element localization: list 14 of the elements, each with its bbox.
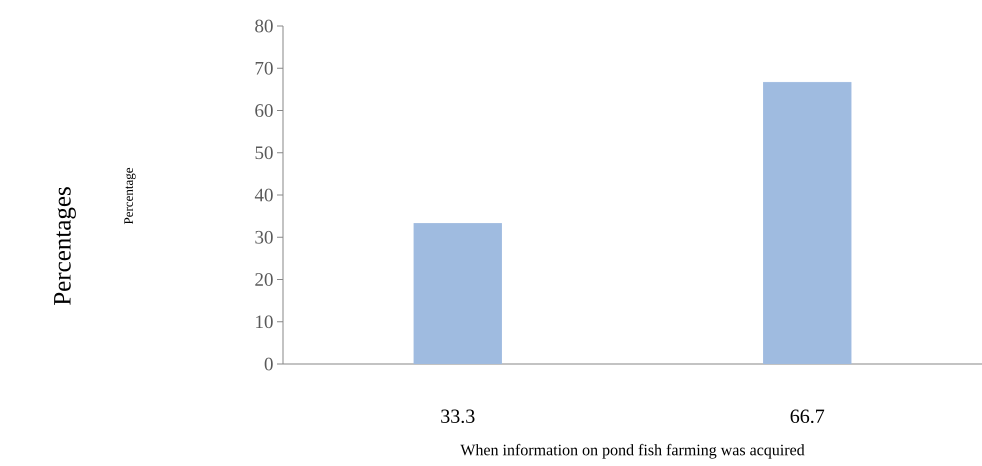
text: Percentages: [54, 187, 76, 305]
y-tick-label: 60: [255, 104, 273, 117]
x-axis-title: When information on pond fish farming was acquired: [460, 444, 805, 459]
text: Percentage: [124, 168, 136, 224]
y-tick-label: 70: [256, 62, 273, 75]
y-tick-label: 10: [256, 315, 273, 328]
y-tick-label: 20: [255, 273, 273, 286]
y-tick-label: 30: [255, 230, 273, 244]
y-tick-label: 40: [254, 188, 273, 202]
x-tick-label: 66.7: [790, 410, 824, 424]
y-tick-label: 50: [256, 146, 273, 160]
y-tick-label: 0: [264, 358, 273, 370]
x-tick-label: 33.3: [441, 410, 474, 424]
y-tick-label: 80: [255, 20, 273, 32]
